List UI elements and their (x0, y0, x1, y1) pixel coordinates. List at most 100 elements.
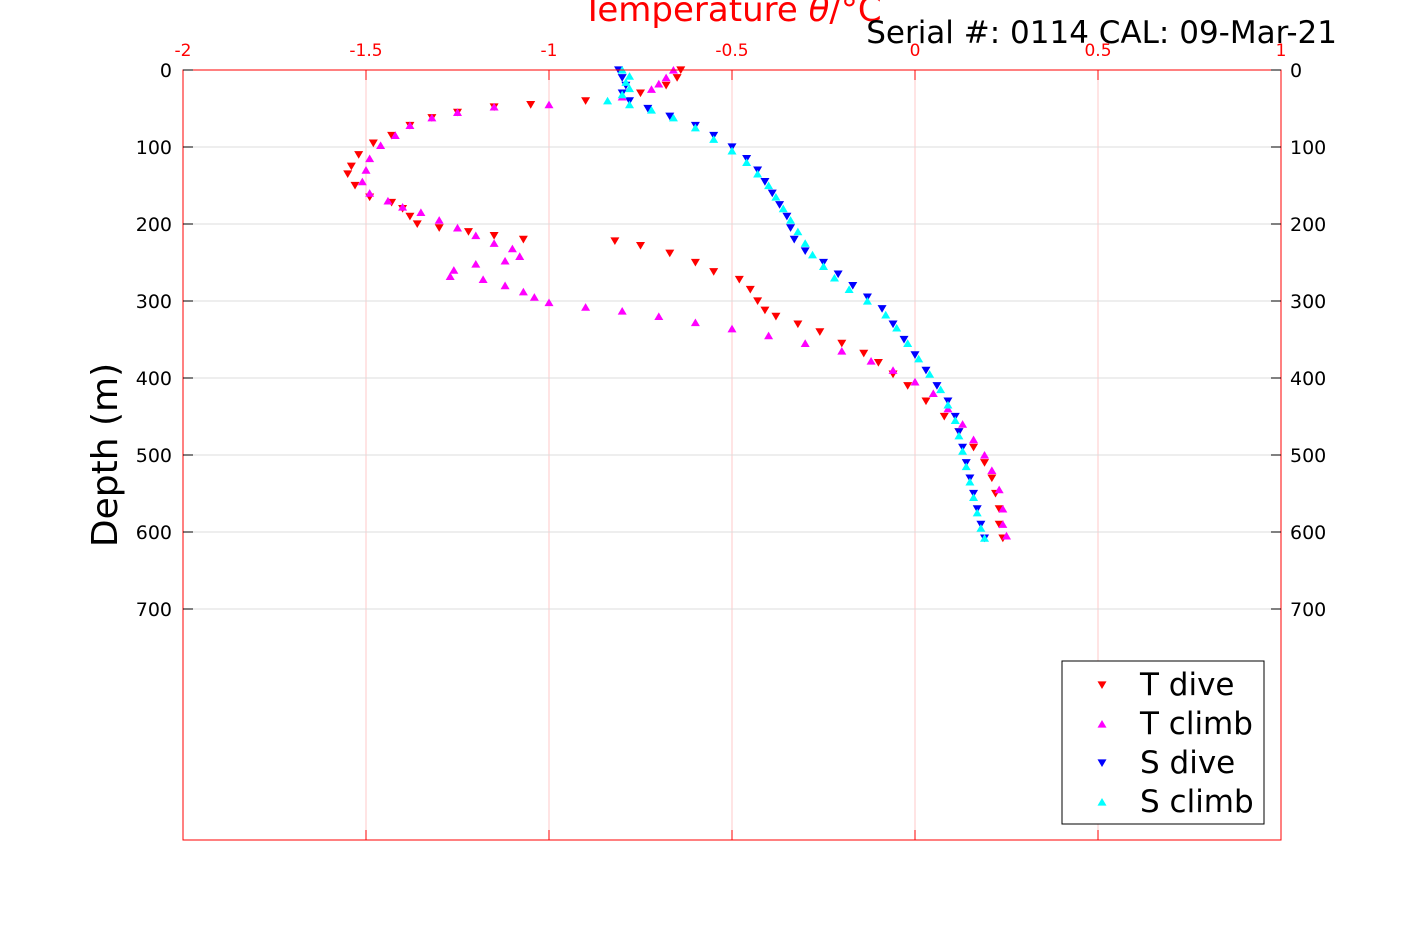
data-point (873, 359, 883, 367)
data-point (636, 241, 645, 250)
title-prefix: Temperature (581, 0, 808, 30)
legend-marker (1097, 681, 1107, 690)
data-point (654, 79, 664, 88)
y-axis-ticks: 0 0 100 100 200 200 300 300 400 400 500 500 600 600 70… (136, 60, 1327, 621)
x-tick-label: 0.5 (1084, 41, 1111, 61)
y-tick-label-right: 400 (1290, 368, 1326, 390)
data-point (877, 305, 887, 313)
data-point (625, 84, 635, 93)
data-point (899, 335, 909, 344)
data-point (365, 189, 375, 197)
series-s-dive (614, 66, 990, 543)
data-point (354, 151, 364, 159)
data-point (800, 239, 810, 247)
data-point (463, 228, 473, 236)
data-point (617, 74, 627, 82)
data-point (621, 78, 631, 86)
data-point (987, 466, 997, 474)
data-point (848, 282, 858, 290)
data-point (709, 268, 719, 276)
data-point (581, 303, 591, 311)
legend-label: T climb (1139, 706, 1253, 742)
y-tick-label-left: 500 (136, 445, 172, 467)
data-point (829, 273, 839, 282)
data-point (625, 72, 635, 80)
legend-marker (1097, 719, 1107, 728)
data-point (800, 339, 810, 347)
data-point (921, 397, 931, 406)
y-tick-label-right: 0 (1290, 60, 1302, 82)
y-axis-label: Depth (m) (85, 363, 126, 547)
data-point (449, 266, 459, 274)
data-point (958, 420, 968, 428)
x-tick-label: -0.5 (715, 41, 748, 61)
data-point (603, 96, 613, 105)
data-series (343, 65, 1011, 543)
data-point (581, 97, 591, 105)
data-point (357, 177, 367, 186)
data-point (980, 534, 990, 542)
data-point (665, 249, 675, 258)
data-point (489, 231, 499, 240)
data-point (833, 270, 843, 279)
data-point (343, 170, 353, 178)
data-point (782, 212, 792, 221)
data-point (412, 220, 422, 229)
data-point (643, 104, 653, 113)
data-point (837, 339, 847, 348)
series-s-climb (603, 65, 990, 542)
y-tick-label-left: 300 (136, 291, 172, 313)
data-point (778, 204, 788, 213)
data-point (518, 287, 528, 296)
data-point (365, 154, 375, 163)
y-tick-label-left: 0 (160, 60, 172, 82)
data-point (383, 196, 393, 205)
y-tick-label-left: 200 (136, 214, 172, 236)
data-point (727, 324, 737, 333)
data-point (544, 100, 554, 109)
data-point (928, 389, 938, 397)
data-point (376, 141, 386, 150)
data-point (668, 113, 678, 122)
data-point (478, 275, 488, 284)
data-point (398, 203, 408, 211)
data-point (815, 328, 825, 336)
data-point (793, 320, 803, 329)
data-point (646, 105, 656, 114)
data-point (925, 370, 935, 378)
serial-label: Serial #: 0114 CAL: 09-Mar-21 (866, 15, 1337, 51)
data-point (903, 339, 913, 347)
data-point (405, 121, 415, 130)
data-point (753, 297, 763, 306)
data-point (665, 112, 675, 121)
data-point (416, 208, 426, 217)
data-point (434, 216, 444, 224)
data-point (786, 224, 796, 232)
data-point (994, 505, 1004, 513)
data-point (661, 73, 671, 82)
data-point (361, 166, 371, 174)
data-point (500, 256, 510, 265)
data-point (987, 474, 997, 483)
data-point (471, 259, 481, 268)
data-point (994, 485, 1004, 494)
legend-label: T dive (1139, 667, 1235, 703)
y-tick-label-left: 100 (136, 137, 172, 159)
data-point (760, 178, 770, 186)
x-tick-label: -2 (175, 41, 192, 61)
data-point (434, 224, 444, 232)
data-point (445, 272, 455, 280)
data-point (734, 275, 744, 284)
data-point (672, 74, 682, 82)
y-tick-label-right: 700 (1290, 599, 1326, 621)
data-point (862, 296, 872, 305)
data-point (786, 216, 796, 224)
data-point (625, 100, 635, 109)
data-point (976, 524, 986, 532)
data-point (764, 181, 774, 190)
data-point (515, 252, 525, 260)
series-t-dive (343, 66, 1008, 543)
data-point (844, 285, 854, 294)
y-tick-label-right: 100 (1290, 137, 1326, 159)
